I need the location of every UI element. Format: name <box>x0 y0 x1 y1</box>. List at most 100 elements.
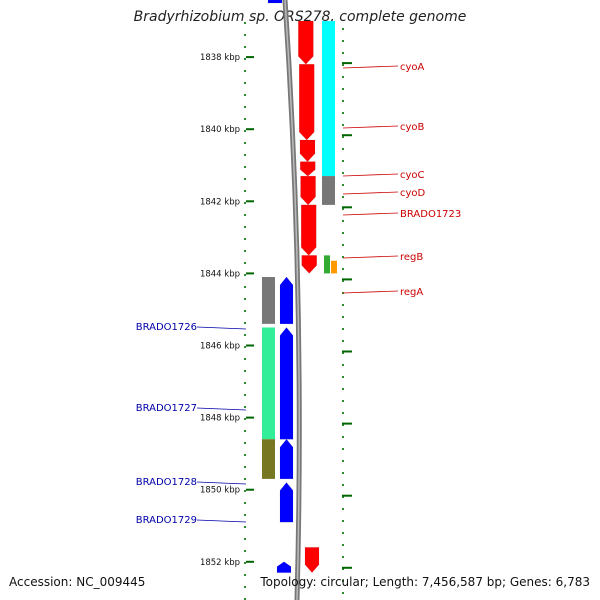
track-dot <box>342 316 344 318</box>
track-dot <box>244 46 246 48</box>
label-leader <box>196 481 247 485</box>
label-leader <box>342 191 399 195</box>
track-dot <box>342 220 344 222</box>
track-dot <box>244 70 246 72</box>
gene-cyoa <box>298 20 314 65</box>
gene-brado1729 <box>279 482 294 523</box>
track-dot <box>342 496 344 498</box>
track-dot <box>244 250 246 252</box>
scale-label: 1848 kbp <box>200 414 240 424</box>
gene-brado1727 <box>279 327 294 440</box>
backbone <box>282 0 302 600</box>
track-dot <box>342 208 344 210</box>
scale-label: 1846 kbp <box>200 342 240 352</box>
track-dot <box>244 94 246 96</box>
track-dot <box>342 160 344 162</box>
track-dot <box>244 190 246 192</box>
track-dot <box>244 310 246 312</box>
scale-label: 1842 kbp <box>200 197 240 207</box>
gene-arrow <box>267 0 283 4</box>
scale-label: 1850 kbp <box>200 486 240 496</box>
track-dot <box>244 322 246 324</box>
track-dot <box>244 430 246 432</box>
track-dot <box>342 196 344 198</box>
feature-bar <box>322 176 335 205</box>
track-dot <box>342 436 344 438</box>
track-dot <box>244 586 246 588</box>
backbone-highlight <box>284 0 301 600</box>
track-dot <box>244 478 246 480</box>
track-dot <box>244 358 246 360</box>
gene-cyod <box>300 161 316 177</box>
track-dot <box>342 484 344 486</box>
feature-track <box>262 21 337 479</box>
gene-label-rega: regA <box>400 287 423 298</box>
label-leader <box>342 65 399 69</box>
track-dot <box>244 226 246 228</box>
gene-label-brado1726: BRADO1726 <box>136 322 197 333</box>
track-dot <box>244 574 246 576</box>
track-dot <box>244 106 246 108</box>
track-dot <box>244 538 246 540</box>
track-dot <box>342 88 344 90</box>
track-dot <box>244 202 246 204</box>
track-dot <box>342 364 344 366</box>
track-dot <box>342 148 344 150</box>
track-dot <box>244 502 246 504</box>
track-dot <box>342 268 344 270</box>
gene-label-cyob: cyoB <box>400 122 425 133</box>
track-dot <box>342 340 344 342</box>
track-dot <box>244 442 246 444</box>
track-dot <box>342 184 344 186</box>
scale-label: 1840 kbp <box>200 125 240 135</box>
track-dot <box>244 130 246 132</box>
track-dot <box>244 346 246 348</box>
gene-arrow <box>276 561 292 573</box>
gene-label-cyod: cyoD <box>400 188 426 199</box>
label-leader <box>342 212 399 216</box>
track-dot <box>244 286 246 288</box>
track-dot <box>244 262 246 264</box>
track-dot <box>244 298 246 300</box>
gene-brado1723 <box>300 175 316 206</box>
gene-brado1726 <box>279 276 294 325</box>
track-dot <box>342 472 344 474</box>
track-dot <box>342 580 344 582</box>
gene-rega <box>301 255 317 274</box>
track-dot <box>244 370 246 372</box>
track-dot <box>342 448 344 450</box>
feature-bar <box>262 439 275 479</box>
label-leader <box>342 173 399 177</box>
track-dot <box>244 550 246 552</box>
gene-label-brado1723: BRADO1723 <box>400 209 461 220</box>
accession-text: Accession: NC_009445 <box>9 575 146 589</box>
track-dot <box>342 304 344 306</box>
track-dot <box>244 34 246 36</box>
scale-label: 1844 kbp <box>200 269 240 279</box>
track-dot <box>244 154 246 156</box>
feature-bar <box>331 260 337 274</box>
track-dot <box>342 460 344 462</box>
track-dot <box>244 418 246 420</box>
track-dot <box>244 58 246 60</box>
track-dot <box>244 598 246 600</box>
gene-label-brado1728: BRADO1728 <box>136 477 197 488</box>
track-dot <box>342 52 344 54</box>
scale-label: 1852 kbp <box>200 558 240 568</box>
track-dot <box>342 352 344 354</box>
track-dot <box>342 424 344 426</box>
label-leader <box>196 519 247 523</box>
track-dot <box>342 400 344 402</box>
track-dot <box>244 166 246 168</box>
track-guides <box>244 22 344 600</box>
track-dot <box>342 520 344 522</box>
track-dot <box>244 562 246 564</box>
track-dot <box>342 40 344 42</box>
track-dot <box>342 28 344 30</box>
feature-bar <box>262 277 275 324</box>
track-dot <box>244 514 246 516</box>
gene-label-cyoc: cyoC <box>400 170 425 181</box>
track-dot <box>244 274 246 276</box>
track-dot <box>342 256 344 258</box>
